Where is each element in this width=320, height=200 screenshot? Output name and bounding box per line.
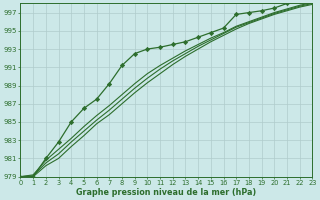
X-axis label: Graphe pression niveau de la mer (hPa): Graphe pression niveau de la mer (hPa): [76, 188, 257, 197]
